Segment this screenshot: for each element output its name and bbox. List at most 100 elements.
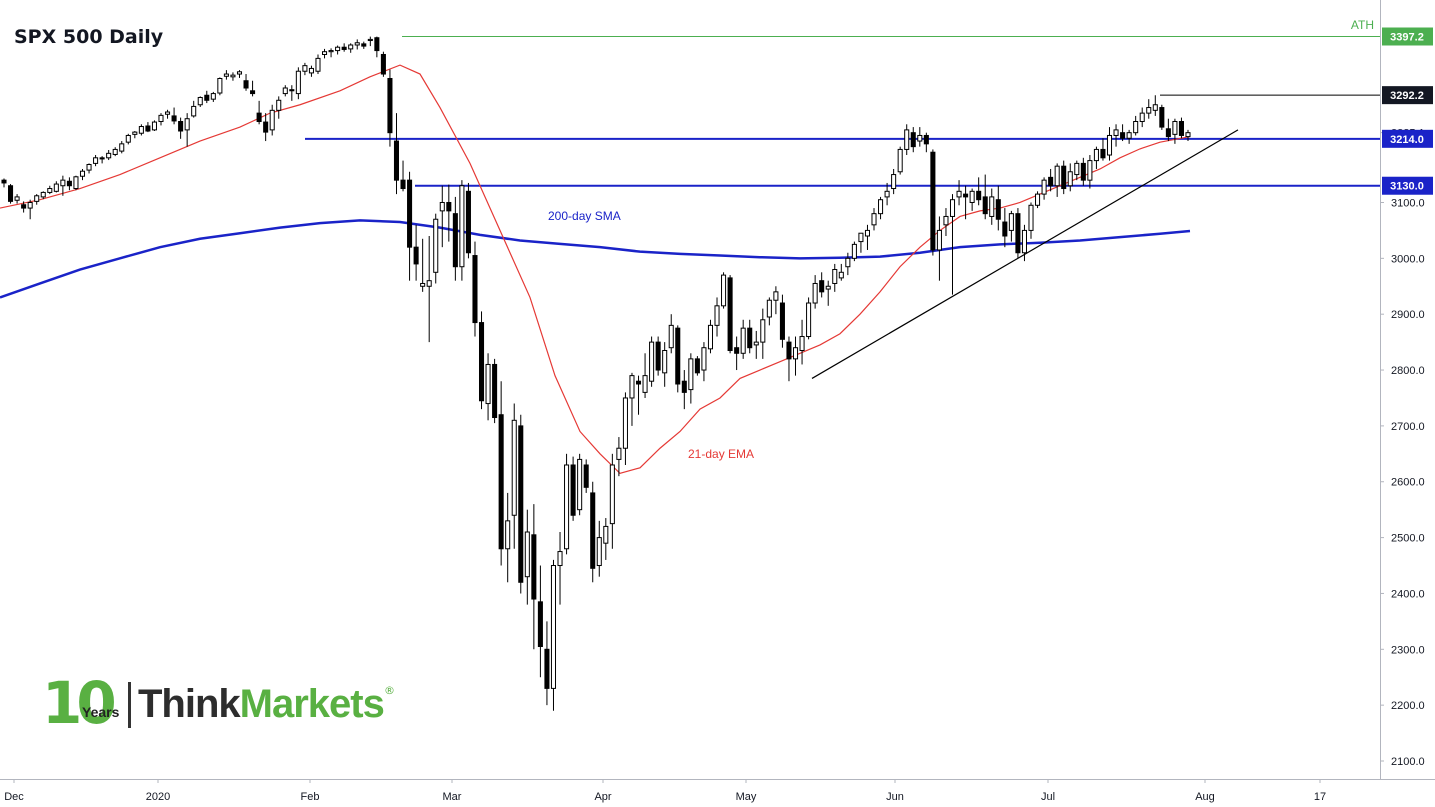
candle-body[interactable] xyxy=(282,87,288,95)
candle-body[interactable] xyxy=(498,414,504,550)
candle-body[interactable] xyxy=(66,180,72,187)
candle-body[interactable] xyxy=(276,99,282,111)
candle-body[interactable] xyxy=(485,363,491,405)
candle-body[interactable] xyxy=(1126,132,1132,139)
candle-body[interactable] xyxy=(328,50,334,53)
candle-body[interactable] xyxy=(492,363,498,419)
candle-body[interactable] xyxy=(851,243,857,259)
candle-body[interactable] xyxy=(27,201,33,209)
candle-body[interactable] xyxy=(1015,213,1021,254)
candle-body[interactable] xyxy=(675,327,681,385)
candle-body[interactable] xyxy=(158,114,164,123)
candle-body[interactable] xyxy=(662,349,668,374)
candle-body[interactable] xyxy=(40,191,46,198)
candle-body[interactable] xyxy=(681,380,687,393)
candle-body[interactable] xyxy=(210,93,216,100)
candle-body[interactable] xyxy=(1035,193,1041,206)
candle-body[interactable] xyxy=(112,148,118,155)
candle-body[interactable] xyxy=(734,347,740,354)
candle-body[interactable] xyxy=(721,274,727,307)
candle-body[interactable] xyxy=(197,96,203,106)
candle-body[interactable] xyxy=(963,193,969,198)
candle-body[interactable] xyxy=(557,551,563,567)
candle-body[interactable] xyxy=(583,464,589,488)
candle-body[interactable] xyxy=(79,170,86,177)
candle-body[interactable] xyxy=(701,347,707,371)
candle-body[interactable] xyxy=(204,94,210,101)
sma200-line[interactable] xyxy=(0,219,1191,299)
candle-body[interactable] xyxy=(753,341,759,346)
candle-body[interactable] xyxy=(1067,171,1073,187)
candle-body[interactable] xyxy=(943,215,949,226)
candle-body[interactable] xyxy=(982,196,988,215)
candle-body[interactable] xyxy=(184,118,190,131)
ema21-line[interactable] xyxy=(0,64,1191,475)
candle-body[interactable] xyxy=(825,285,831,290)
candle-body[interactable] xyxy=(949,199,956,217)
candle-body[interactable] xyxy=(1028,204,1034,231)
candle-body[interactable] xyxy=(1120,132,1126,139)
candle-body[interactable] xyxy=(1172,121,1178,135)
candle-body[interactable] xyxy=(230,74,236,78)
candle-body[interactable] xyxy=(564,464,570,550)
candle-body[interactable] xyxy=(14,196,20,201)
candle-body[interactable] xyxy=(838,271,844,279)
candle-body[interactable] xyxy=(459,185,465,268)
candle-body[interactable] xyxy=(1100,148,1106,159)
candle-body[interactable] xyxy=(178,121,184,132)
candle-body[interactable] xyxy=(603,525,609,544)
candle-body[interactable] xyxy=(760,319,766,343)
candle-body[interactable] xyxy=(367,38,373,42)
candle-body[interactable] xyxy=(8,185,14,202)
candle-body[interactable] xyxy=(766,299,772,318)
candle-body[interactable] xyxy=(119,143,125,152)
candle-body[interactable] xyxy=(1054,165,1060,187)
candle-body[interactable] xyxy=(145,125,151,132)
candle-body[interactable] xyxy=(426,280,432,287)
candle-body[interactable] xyxy=(322,51,328,55)
candle-body[interactable] xyxy=(930,151,936,251)
candle-body[interactable] xyxy=(374,37,380,52)
candle-body[interactable] xyxy=(1152,104,1158,111)
candle-body[interactable] xyxy=(341,46,347,50)
candle-body[interactable] xyxy=(1087,160,1093,181)
candle-body[interactable] xyxy=(917,134,923,142)
candle-body[interactable] xyxy=(433,218,439,273)
candle-body[interactable] xyxy=(819,280,825,293)
candle-body[interactable] xyxy=(989,196,995,217)
candle-body[interactable] xyxy=(1074,162,1080,176)
candle-body[interactable] xyxy=(348,44,354,50)
candle-body[interactable] xyxy=(335,46,341,52)
candle-body[interactable] xyxy=(956,190,962,198)
candle-body[interactable] xyxy=(511,419,517,516)
candle-body[interactable] xyxy=(1002,221,1008,237)
candle-body[interactable] xyxy=(609,464,615,525)
candle-body[interactable] xyxy=(1165,128,1171,138)
candle-body[interactable] xyxy=(217,78,223,94)
candle-body[interactable] xyxy=(812,282,818,304)
candle-body[interactable] xyxy=(165,111,171,115)
candle-body[interactable] xyxy=(289,89,295,92)
candle-body[interactable] xyxy=(472,255,478,324)
candle-body[interactable] xyxy=(878,199,884,215)
candle-body[interactable] xyxy=(858,232,864,243)
candle-body[interactable] xyxy=(727,277,733,351)
candle-body[interactable] xyxy=(1178,121,1184,136)
candle-body[interactable] xyxy=(590,492,596,569)
candle-body[interactable] xyxy=(936,229,942,251)
candle-body[interactable] xyxy=(577,458,583,511)
candle-body[interactable] xyxy=(537,601,543,648)
candle-body[interactable] xyxy=(308,67,314,74)
candle-body[interactable] xyxy=(864,229,870,237)
candle-body[interactable] xyxy=(295,70,301,95)
candle-body[interactable] xyxy=(655,341,661,371)
candle-body[interactable] xyxy=(707,324,714,350)
candle-body[interactable] xyxy=(1021,229,1027,254)
support-trendline[interactable] xyxy=(811,129,1239,379)
candle-body[interactable] xyxy=(668,324,674,349)
candle-body[interactable] xyxy=(302,65,308,72)
candle-body[interactable] xyxy=(1041,179,1047,195)
candle-body[interactable] xyxy=(256,112,262,123)
candle-body[interactable] xyxy=(891,174,897,190)
